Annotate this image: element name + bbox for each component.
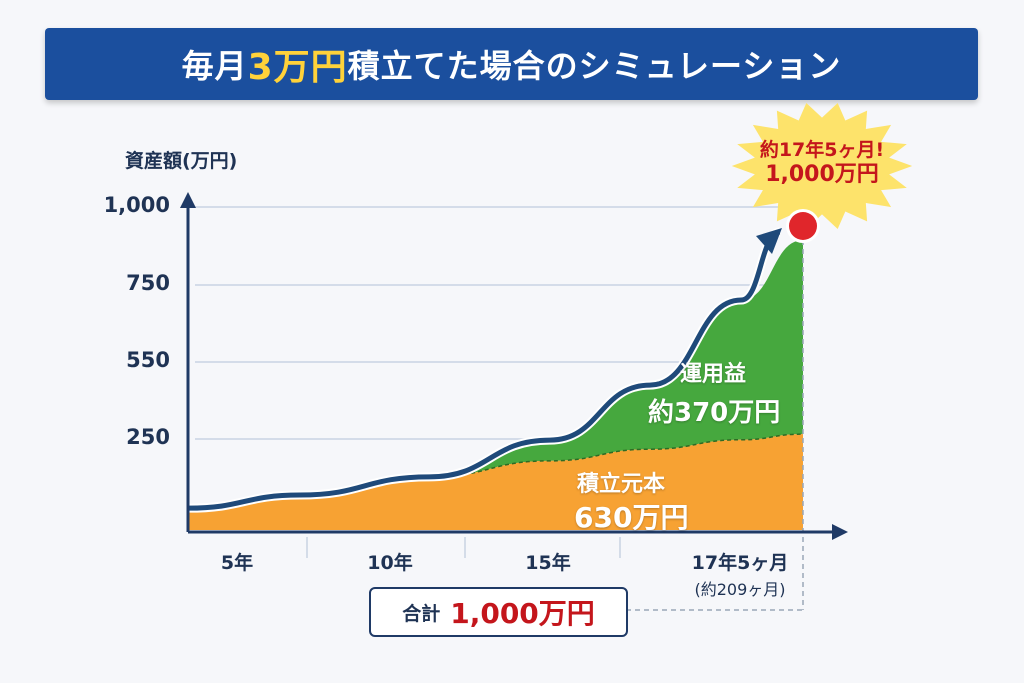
title-banner: 毎月 3万円 積立てた場合のシミュレーション: [45, 28, 978, 100]
goal-callout: 約17年5ヶ月! 1,000万円: [737, 139, 907, 187]
goal-callout-line1: 約17年5ヶ月!: [759, 139, 885, 161]
x-tick-15y: 15年: [525, 552, 571, 574]
y-tick-250: 250: [126, 425, 170, 449]
x-tick-5y: 5年: [220, 552, 254, 574]
principal-value: 630万円: [574, 501, 689, 534]
x-tick-10y: 10年: [367, 552, 413, 574]
x-tick-end-sub: (約209ヶ月): [694, 580, 786, 599]
y-axis-label: 資産額(万円): [125, 150, 238, 172]
principal-label: 積立元本: [577, 472, 666, 497]
y-axis-arrow-icon: [180, 192, 196, 208]
total-box: 合計 1,000万円: [369, 587, 628, 637]
principal-top-dashed-line: [429, 433, 804, 478]
goal-dot: [789, 212, 817, 240]
y-tick-550: 550: [126, 348, 170, 372]
y-tick-750: 750: [126, 271, 170, 295]
total-value: 1,000万円: [450, 597, 595, 630]
principal-area: [188, 434, 803, 530]
y-tick-1000: 1,000: [103, 193, 170, 217]
gains-area: [188, 240, 803, 512]
gains-value: 約370万円: [648, 398, 781, 428]
total-curve-arrow: [187, 229, 781, 511]
x-tick-end: 17年5ヶ月: [691, 552, 789, 574]
title-prefix: 毎月: [181, 47, 248, 85]
goal-callout-line2: 1,000万円: [765, 161, 879, 187]
arrowhead-icon: [756, 228, 782, 254]
title-highlight: 3万円: [247, 47, 348, 88]
title-suffix: 積立てた場合のシミュレーション: [347, 47, 842, 85]
x-dividers: [306, 537, 621, 558]
total-label: 合計: [402, 602, 441, 625]
starburst-icon: [731, 103, 913, 229]
gains-label: 運用益: [680, 362, 747, 387]
x-axis-arrow-icon: [832, 524, 848, 540]
